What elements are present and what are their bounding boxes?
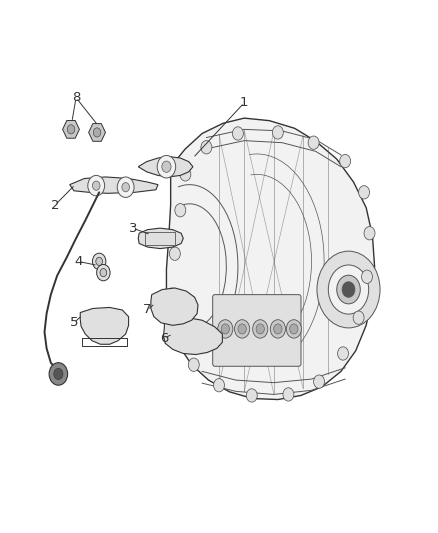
Circle shape bbox=[49, 362, 67, 385]
Circle shape bbox=[233, 127, 244, 140]
Text: 4: 4 bbox=[74, 255, 82, 268]
Text: 6: 6 bbox=[160, 332, 169, 345]
Circle shape bbox=[286, 320, 301, 338]
Circle shape bbox=[92, 253, 106, 270]
Text: 5: 5 bbox=[70, 316, 78, 329]
Circle shape bbox=[214, 378, 224, 392]
Circle shape bbox=[100, 269, 107, 277]
Polygon shape bbox=[138, 228, 183, 248]
Polygon shape bbox=[163, 318, 223, 354]
Circle shape bbox=[256, 324, 265, 334]
Circle shape bbox=[364, 227, 375, 240]
Circle shape bbox=[88, 175, 105, 196]
Polygon shape bbox=[138, 157, 193, 177]
Circle shape bbox=[274, 324, 282, 334]
Circle shape bbox=[361, 270, 372, 284]
Circle shape bbox=[188, 358, 199, 372]
Circle shape bbox=[221, 324, 230, 334]
Circle shape bbox=[317, 251, 380, 328]
Circle shape bbox=[67, 125, 75, 134]
Circle shape bbox=[162, 161, 171, 172]
Text: 2: 2 bbox=[51, 199, 59, 212]
Circle shape bbox=[166, 288, 177, 301]
Circle shape bbox=[328, 265, 369, 314]
Text: 3: 3 bbox=[128, 222, 137, 235]
Circle shape bbox=[175, 204, 186, 217]
Circle shape bbox=[180, 168, 191, 181]
Circle shape bbox=[218, 320, 233, 338]
Polygon shape bbox=[151, 288, 198, 325]
Circle shape bbox=[246, 389, 257, 402]
Circle shape bbox=[359, 185, 370, 199]
Circle shape bbox=[173, 326, 184, 340]
Text: 8: 8 bbox=[72, 91, 80, 104]
Circle shape bbox=[270, 320, 286, 338]
Circle shape bbox=[353, 311, 364, 324]
Circle shape bbox=[272, 126, 283, 139]
Circle shape bbox=[314, 375, 325, 388]
Circle shape bbox=[122, 183, 130, 192]
Circle shape bbox=[238, 324, 246, 334]
Circle shape bbox=[342, 282, 355, 297]
FancyBboxPatch shape bbox=[213, 295, 301, 366]
Circle shape bbox=[290, 324, 298, 334]
Polygon shape bbox=[88, 124, 106, 141]
Polygon shape bbox=[63, 120, 79, 138]
Circle shape bbox=[97, 264, 110, 281]
Circle shape bbox=[93, 128, 101, 137]
Circle shape bbox=[170, 247, 180, 260]
Circle shape bbox=[253, 320, 268, 338]
Circle shape bbox=[337, 275, 360, 304]
Circle shape bbox=[283, 388, 294, 401]
Circle shape bbox=[92, 181, 100, 190]
Polygon shape bbox=[166, 118, 374, 400]
Circle shape bbox=[54, 368, 63, 379]
Polygon shape bbox=[80, 308, 129, 344]
Circle shape bbox=[157, 156, 176, 178]
Circle shape bbox=[96, 257, 102, 265]
Circle shape bbox=[338, 347, 349, 360]
Text: 1: 1 bbox=[240, 96, 248, 109]
Text: 7: 7 bbox=[143, 303, 152, 317]
Circle shape bbox=[117, 177, 134, 197]
Circle shape bbox=[340, 155, 350, 168]
Circle shape bbox=[308, 136, 319, 149]
Circle shape bbox=[201, 141, 212, 154]
Polygon shape bbox=[70, 177, 158, 193]
Circle shape bbox=[235, 320, 250, 338]
